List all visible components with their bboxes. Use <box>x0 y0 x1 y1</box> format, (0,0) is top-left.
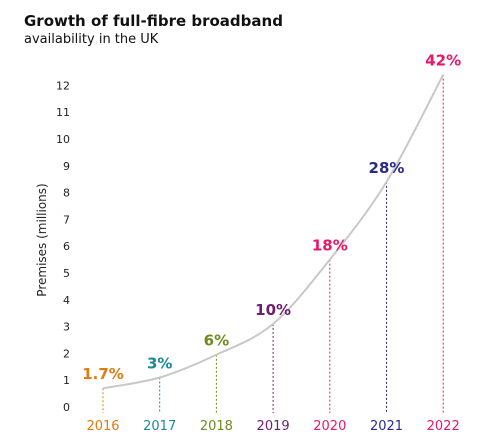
percent-label-2019: 10% <box>255 301 291 319</box>
x-tick-label-2016: 2016 <box>86 419 119 434</box>
growth-line <box>102 74 445 390</box>
x-tick-label-2020: 2020 <box>313 419 346 434</box>
y-tick-label: 12 <box>56 79 70 92</box>
y-axis-label: Premises (millions) <box>35 183 49 296</box>
y-tick-label: 6 <box>63 240 70 253</box>
y-tick-label: 0 <box>63 401 70 414</box>
y-tick-label: 7 <box>63 213 70 226</box>
x-tick-label-2019: 2019 <box>257 419 290 434</box>
percent-label-2016: 1.7% <box>82 365 124 383</box>
y-tick-label: 9 <box>63 160 70 173</box>
y-tick-label: 1 <box>63 374 70 387</box>
y-tick-label: 11 <box>56 106 70 119</box>
percent-label-2021: 28% <box>369 159 405 177</box>
percent-label-2017: 3% <box>147 355 172 373</box>
y-tick-label: 2 <box>63 347 70 360</box>
y-tick-label: 3 <box>63 321 70 334</box>
chart-title: Growth of full-fibre broadband <box>24 12 283 30</box>
x-tick-label-2021: 2021 <box>370 419 403 434</box>
y-tick-label: 4 <box>63 294 70 307</box>
y-tick-label: 5 <box>63 267 70 280</box>
percent-label-2022: 42% <box>425 52 461 70</box>
x-tick-label-2017: 2017 <box>143 419 176 434</box>
y-tick-label: 8 <box>63 187 70 200</box>
percent-label-2020: 18% <box>312 237 348 255</box>
chart-subtitle: availability in the UK <box>24 32 159 47</box>
x-tick-label-2022: 2022 <box>427 419 460 434</box>
y-tick-label: 10 <box>56 133 70 146</box>
percent-label-2018: 6% <box>204 332 229 350</box>
x-tick-label-2018: 2018 <box>200 419 233 434</box>
